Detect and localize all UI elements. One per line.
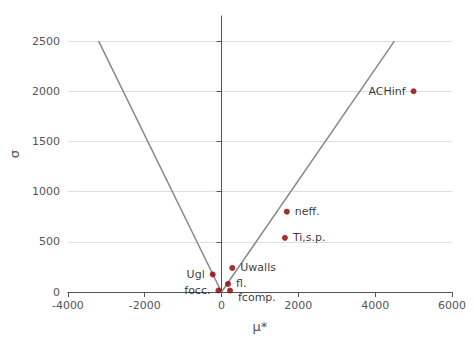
svg-text:6000: 6000 bbox=[438, 299, 466, 312]
svg-text:0: 0 bbox=[53, 286, 60, 299]
svg-text:500: 500 bbox=[39, 235, 60, 248]
svg-text:Ugl: Ugl bbox=[187, 268, 205, 281]
svg-text:1500: 1500 bbox=[32, 135, 60, 148]
svg-text:fl.: fl. bbox=[236, 277, 246, 290]
svg-text:Uwalls: Uwalls bbox=[240, 261, 276, 274]
svg-text:ACHinf: ACHinf bbox=[368, 85, 406, 98]
svg-text:1000: 1000 bbox=[32, 185, 60, 198]
svg-text:fcomp.: fcomp. bbox=[238, 291, 276, 304]
svg-text:σ: σ bbox=[7, 150, 22, 158]
svg-text:-4000: -4000 bbox=[52, 299, 84, 312]
svg-text:focc.: focc. bbox=[184, 284, 210, 297]
svg-text:μ*: μ* bbox=[253, 319, 268, 334]
svg-text:2000: 2000 bbox=[284, 299, 312, 312]
svg-text:0: 0 bbox=[218, 299, 225, 312]
svg-text:2500: 2500 bbox=[32, 35, 60, 48]
svg-text:2000: 2000 bbox=[32, 85, 60, 98]
svg-text:4000: 4000 bbox=[361, 299, 389, 312]
svg-text:neff.: neff. bbox=[295, 205, 320, 218]
svg-text:-2000: -2000 bbox=[129, 299, 161, 312]
svg-text:Ti,s.p.: Ti,s.p. bbox=[292, 231, 326, 244]
